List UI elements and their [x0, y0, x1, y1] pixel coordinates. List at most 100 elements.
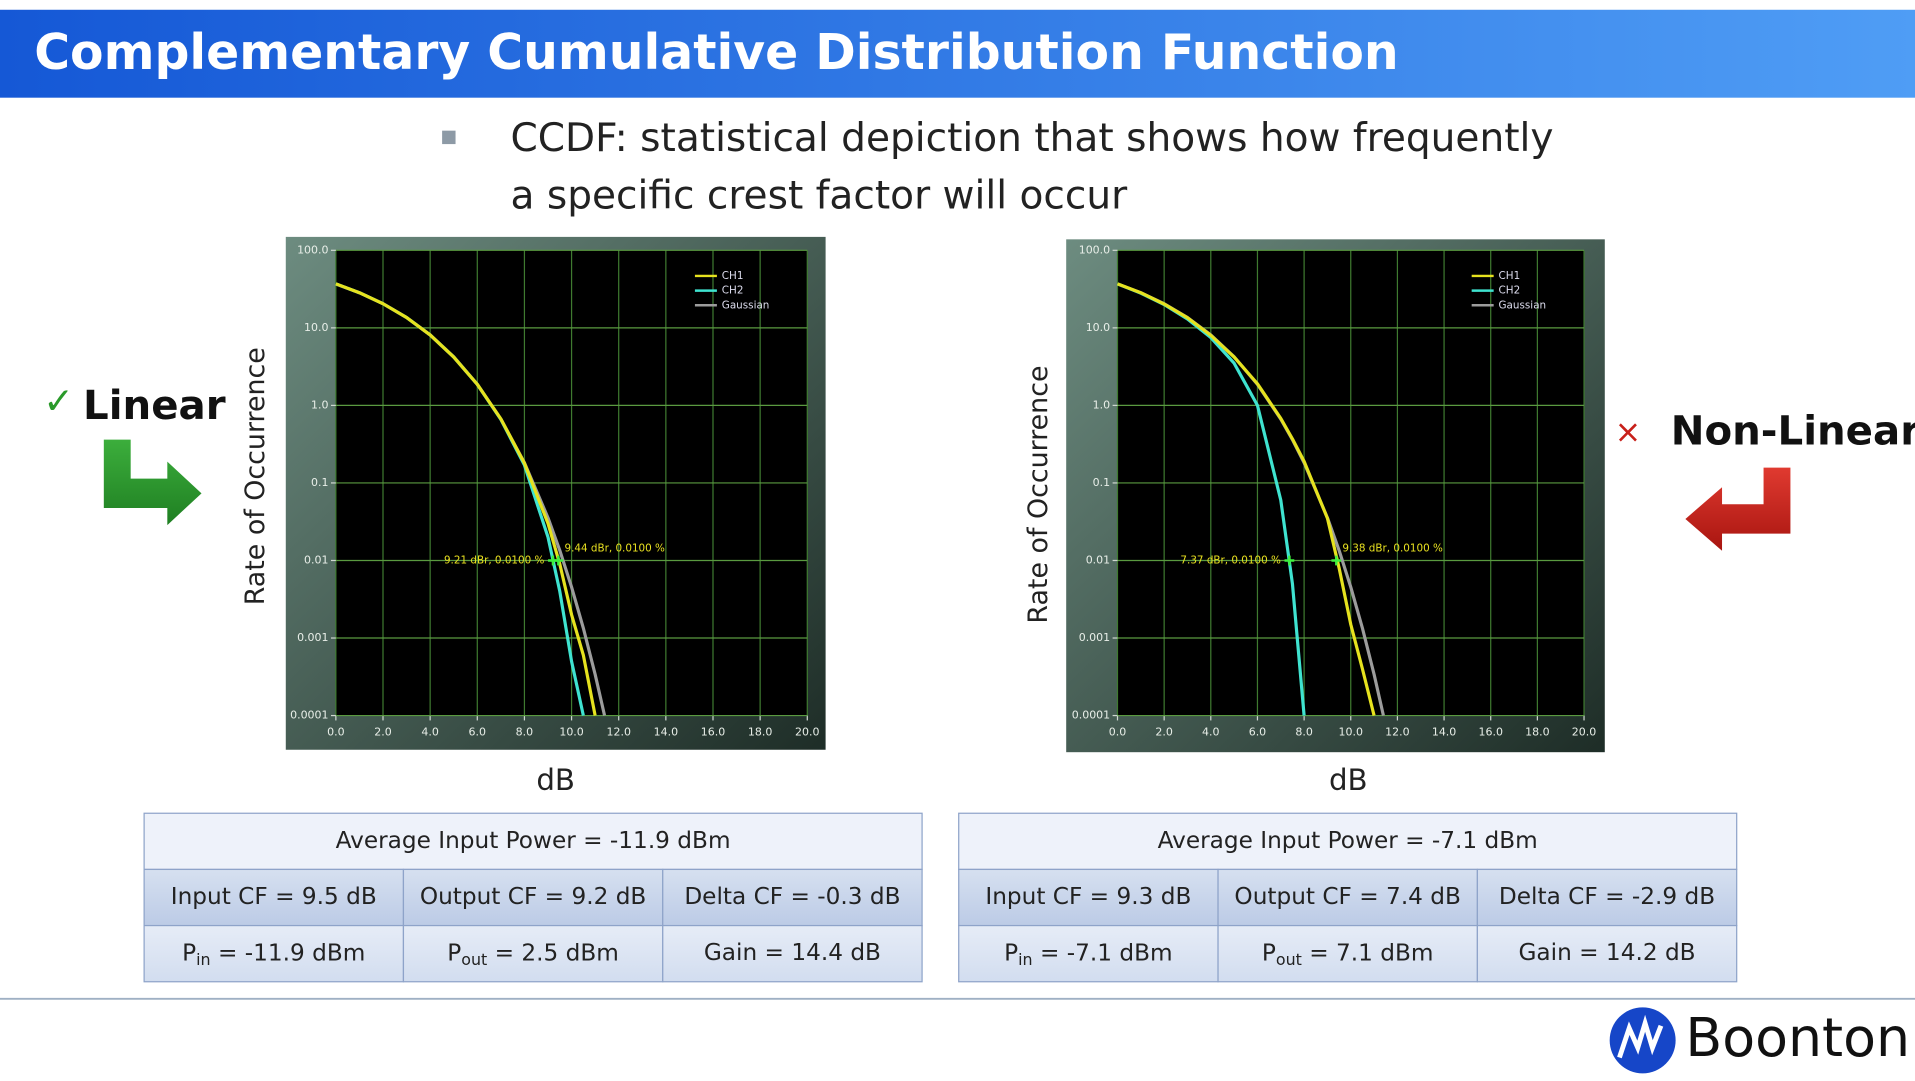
- x-tick-label: 8.0: [516, 726, 533, 739]
- annotation-label: 9.21 dBr, 0.0100 %: [444, 554, 545, 566]
- x-tick-label: 8.0: [1295, 726, 1312, 739]
- table-cell: [402, 868, 664, 927]
- annotation-marker: [1331, 555, 1342, 566]
- legend-label: Gaussian: [722, 299, 770, 311]
- y-tick-label: 10.0: [1086, 321, 1110, 334]
- y-tick-label: 0.01: [304, 553, 328, 566]
- symbol: P: [1004, 939, 1018, 966]
- table-cell: [1476, 868, 1738, 927]
- table-cell-text: Pout = 7.1 dBm: [1262, 939, 1434, 968]
- subscript: out: [1276, 949, 1302, 968]
- x-tick-label: 0.0: [327, 726, 344, 739]
- y-tick-label: 0.1: [1093, 476, 1110, 489]
- marker-cross: [1284, 555, 1295, 566]
- x-tick-label: 4.0: [421, 726, 438, 739]
- table-header-cell: [958, 812, 1738, 871]
- symbol: P: [182, 939, 196, 966]
- x-axis-label: dB: [536, 763, 575, 797]
- subscript: out: [461, 949, 487, 968]
- table-cell: [662, 868, 923, 927]
- table-cell: [143, 924, 405, 983]
- x-tick-label: 20.0: [795, 726, 819, 739]
- table-cell-text: Output CF = 9.2 dB: [420, 883, 647, 910]
- y-axis-label: Rate of Occurrence: [240, 347, 271, 605]
- y-tick-label: 0.1: [311, 476, 328, 489]
- legend-label: Gaussian: [1499, 299, 1547, 311]
- x-tick-label: 16.0: [701, 726, 725, 739]
- bullet-text: a specific crest factor will occur: [511, 173, 1129, 218]
- table-header: Average Input Power = -7.1 dBm: [1158, 827, 1538, 854]
- bullet-text: CCDF: statistical depiction that shows h…: [511, 116, 1554, 161]
- y-tick-label: 100.0: [1079, 243, 1110, 256]
- table-cell: [402, 924, 664, 983]
- table-cell-text: Gain = 14.2 dB: [1518, 939, 1695, 966]
- x-tick-label: 18.0: [1525, 726, 1549, 739]
- table-cell-text: Input CF = 9.3 dB: [985, 883, 1191, 910]
- marker-cross: [548, 555, 558, 566]
- side-label: Linear: [83, 382, 226, 429]
- title-banner: [0, 9, 1915, 98]
- table-cell: [662, 924, 923, 983]
- legend-label: CH1: [1499, 270, 1521, 282]
- symbol: P: [1262, 939, 1276, 966]
- y-tick-label: 1.0: [1093, 398, 1110, 411]
- y-tick-label: 0.0001: [1072, 709, 1110, 722]
- x-tick-label: 6.0: [469, 726, 486, 739]
- table-cell-text: Delta CF = -2.9 dB: [1499, 883, 1715, 910]
- y-tick-label: 0.0001: [290, 709, 328, 722]
- table-cell-text: Gain = 14.4 dB: [704, 939, 881, 966]
- value-text: = 2.5 dBm: [487, 939, 619, 966]
- x-tick-label: 16.0: [1478, 726, 1502, 739]
- arrow: [1685, 467, 1791, 551]
- x-tick-label: 18.0: [748, 726, 772, 739]
- logo-text: Boonton: [1685, 1006, 1910, 1069]
- table-cell-text: Pin = -11.9 dBm: [182, 939, 365, 968]
- logo-mark: [1609, 1007, 1676, 1074]
- annotation-label: 9.44 dBr, 0.0100 %: [564, 542, 665, 554]
- x-tick-label: 10.0: [1339, 726, 1363, 739]
- value-text: = -11.9 dBm: [211, 939, 366, 966]
- logo-wave: [1617, 1014, 1664, 1059]
- x-tick-label: 20.0: [1572, 726, 1596, 739]
- value-text: = -7.1 dBm: [1033, 939, 1173, 966]
- legend-label: CH1: [722, 270, 744, 282]
- y-tick-label: 0.001: [297, 631, 328, 644]
- table-cell: [958, 924, 1219, 983]
- bullet-marker: [442, 130, 456, 145]
- x-tick-label: 10.0: [559, 726, 583, 739]
- annotation-marker: [1284, 555, 1295, 566]
- y-tick-label: 100.0: [297, 243, 328, 256]
- subscript: in: [196, 949, 210, 968]
- annotation-label: 7.37 dBr, 0.0100 %: [1180, 554, 1281, 566]
- check-mark: ✓: [43, 379, 74, 422]
- y-tick-label: 1.0: [311, 398, 328, 411]
- table-cell: [1476, 924, 1738, 983]
- table-cell: [958, 868, 1219, 927]
- y-axis-label: Rate of Occurrence: [1023, 365, 1054, 623]
- x-tick-label: 12.0: [606, 726, 630, 739]
- subscript: in: [1018, 949, 1032, 968]
- legend-label: CH2: [722, 285, 744, 297]
- value-text: = 7.1 dBm: [1302, 939, 1434, 966]
- marker-cross: [1331, 555, 1342, 566]
- annotation-label: 9.38 dBr, 0.0100 %: [1342, 542, 1443, 554]
- table-cell-text: Delta CF = -0.3 dB: [684, 883, 900, 910]
- series-line: [335, 282, 597, 716]
- legend-label: CH2: [1499, 285, 1521, 297]
- y-tick-label: 10.0: [304, 321, 328, 334]
- x-tick-label: 6.0: [1249, 726, 1266, 739]
- table-cell-text: Pin = -7.1 dBm: [1004, 939, 1172, 968]
- table-cell: [1217, 924, 1478, 983]
- table-cell: [143, 868, 405, 927]
- arrow: [103, 439, 202, 526]
- table-cell-text: Input CF = 9.5 dB: [171, 883, 377, 910]
- x-tick-label: 0.0: [1109, 726, 1126, 739]
- x-tick-label: 2.0: [1155, 726, 1172, 739]
- table-header-cell: [143, 812, 923, 871]
- table-cell-text: Pout = 2.5 dBm: [447, 939, 619, 968]
- table-header: Average Input Power = -11.9 dBm: [336, 827, 731, 854]
- symbol: P: [447, 939, 461, 966]
- x-tick-label: 14.0: [1432, 726, 1456, 739]
